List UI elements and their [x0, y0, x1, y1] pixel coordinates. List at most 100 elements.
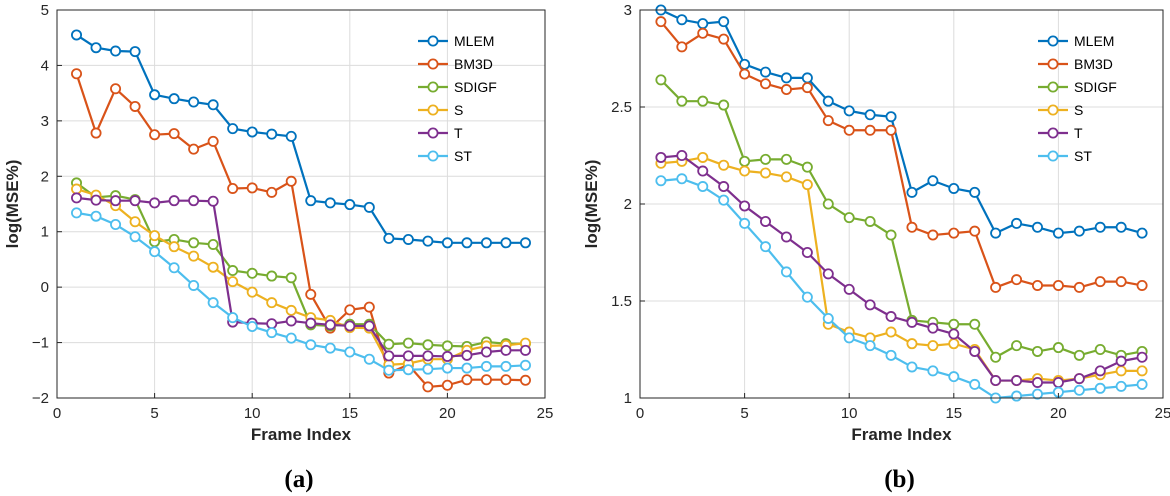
data-point — [655, 151, 667, 163]
data-point — [266, 318, 278, 330]
data-point — [739, 217, 751, 229]
data-point — [822, 95, 834, 107]
legend-marker-s — [427, 104, 439, 116]
data-point — [168, 128, 180, 140]
x-tick-label: 20 — [439, 405, 456, 422]
data-point — [760, 153, 772, 165]
data-point — [402, 233, 414, 245]
data-point — [441, 350, 453, 362]
data-point — [188, 250, 200, 262]
data-point — [697, 181, 709, 193]
legend-marker-t — [1047, 127, 1059, 139]
series-st — [655, 173, 1148, 404]
data-point — [90, 127, 102, 139]
data-point — [697, 27, 709, 39]
data-point — [906, 186, 918, 198]
data-point — [885, 111, 897, 123]
legend-label-sdigf: SDIGF — [1074, 79, 1117, 95]
data-point — [441, 379, 453, 391]
data-point — [285, 304, 297, 316]
series-bm3d — [71, 68, 531, 393]
y-tick-label: 4 — [41, 57, 49, 74]
data-point — [864, 215, 876, 227]
series-mlem — [655, 4, 1148, 239]
data-point — [129, 216, 141, 228]
data-point — [780, 153, 792, 165]
data-point — [383, 364, 395, 376]
x-tick-label: 5 — [740, 405, 748, 422]
data-point — [1073, 281, 1085, 293]
data-point — [422, 363, 434, 375]
data-point — [266, 327, 278, 339]
y-tick-label: 1 — [624, 390, 632, 407]
data-point — [188, 237, 200, 249]
data-point — [71, 192, 83, 204]
y-tick-label: 5 — [41, 2, 49, 19]
data-point — [760, 241, 772, 253]
data-point — [697, 165, 709, 177]
y-tick-label: −1 — [32, 335, 49, 352]
data-point — [1115, 380, 1127, 392]
legend-label-mlem: MLEM — [1074, 33, 1114, 49]
data-point — [990, 351, 1002, 363]
data-point — [246, 267, 258, 279]
legend-marker-mlem — [427, 35, 439, 47]
data-point — [363, 301, 375, 313]
data-point — [927, 340, 939, 352]
data-point — [383, 338, 395, 350]
data-point — [822, 268, 834, 280]
data-point — [885, 311, 897, 323]
y-tick-label: −2 — [32, 390, 49, 407]
data-point — [480, 237, 492, 249]
data-point — [285, 315, 297, 327]
data-point — [71, 207, 83, 219]
data-point — [1011, 217, 1023, 229]
data-point — [676, 149, 688, 161]
data-point — [227, 182, 239, 194]
legend-marker-st — [1047, 150, 1059, 162]
data-point — [305, 288, 317, 300]
data-point — [655, 74, 667, 86]
legend-label-t: T — [454, 125, 463, 141]
y-tick-label: 0 — [41, 279, 49, 296]
data-point — [207, 135, 219, 147]
data-point — [948, 182, 960, 194]
data-point — [697, 95, 709, 107]
data-point — [801, 82, 813, 94]
data-point — [461, 362, 473, 374]
data-point — [760, 215, 772, 227]
data-point — [676, 41, 688, 53]
data-point — [266, 128, 278, 140]
data-point — [1052, 227, 1064, 239]
data-point — [948, 338, 960, 350]
data-point — [246, 182, 258, 194]
data-point — [822, 312, 834, 324]
data-point — [207, 261, 219, 273]
data-point — [519, 237, 531, 249]
x-tick-label: 0 — [53, 405, 61, 422]
legend-label-s: S — [1074, 102, 1083, 118]
data-point — [864, 340, 876, 352]
data-point — [843, 332, 855, 344]
data-point — [305, 195, 317, 207]
y-tick-label: 1.5 — [611, 293, 632, 310]
data-point — [1136, 351, 1148, 363]
data-point — [676, 14, 688, 26]
data-point — [969, 345, 981, 357]
data-point — [990, 375, 1002, 387]
data-point — [422, 381, 434, 393]
data-point — [500, 344, 512, 356]
data-point — [461, 237, 473, 249]
data-point — [843, 283, 855, 295]
data-point — [246, 320, 258, 332]
data-point — [948, 328, 960, 340]
legend-label-st: ST — [454, 148, 472, 164]
data-point — [129, 231, 141, 243]
data-point — [149, 230, 161, 242]
data-point — [676, 173, 688, 185]
series-t — [655, 149, 1148, 388]
data-point — [363, 353, 375, 365]
legend-label-st: ST — [1074, 148, 1092, 164]
data-point — [718, 194, 730, 206]
data-point — [718, 159, 730, 171]
